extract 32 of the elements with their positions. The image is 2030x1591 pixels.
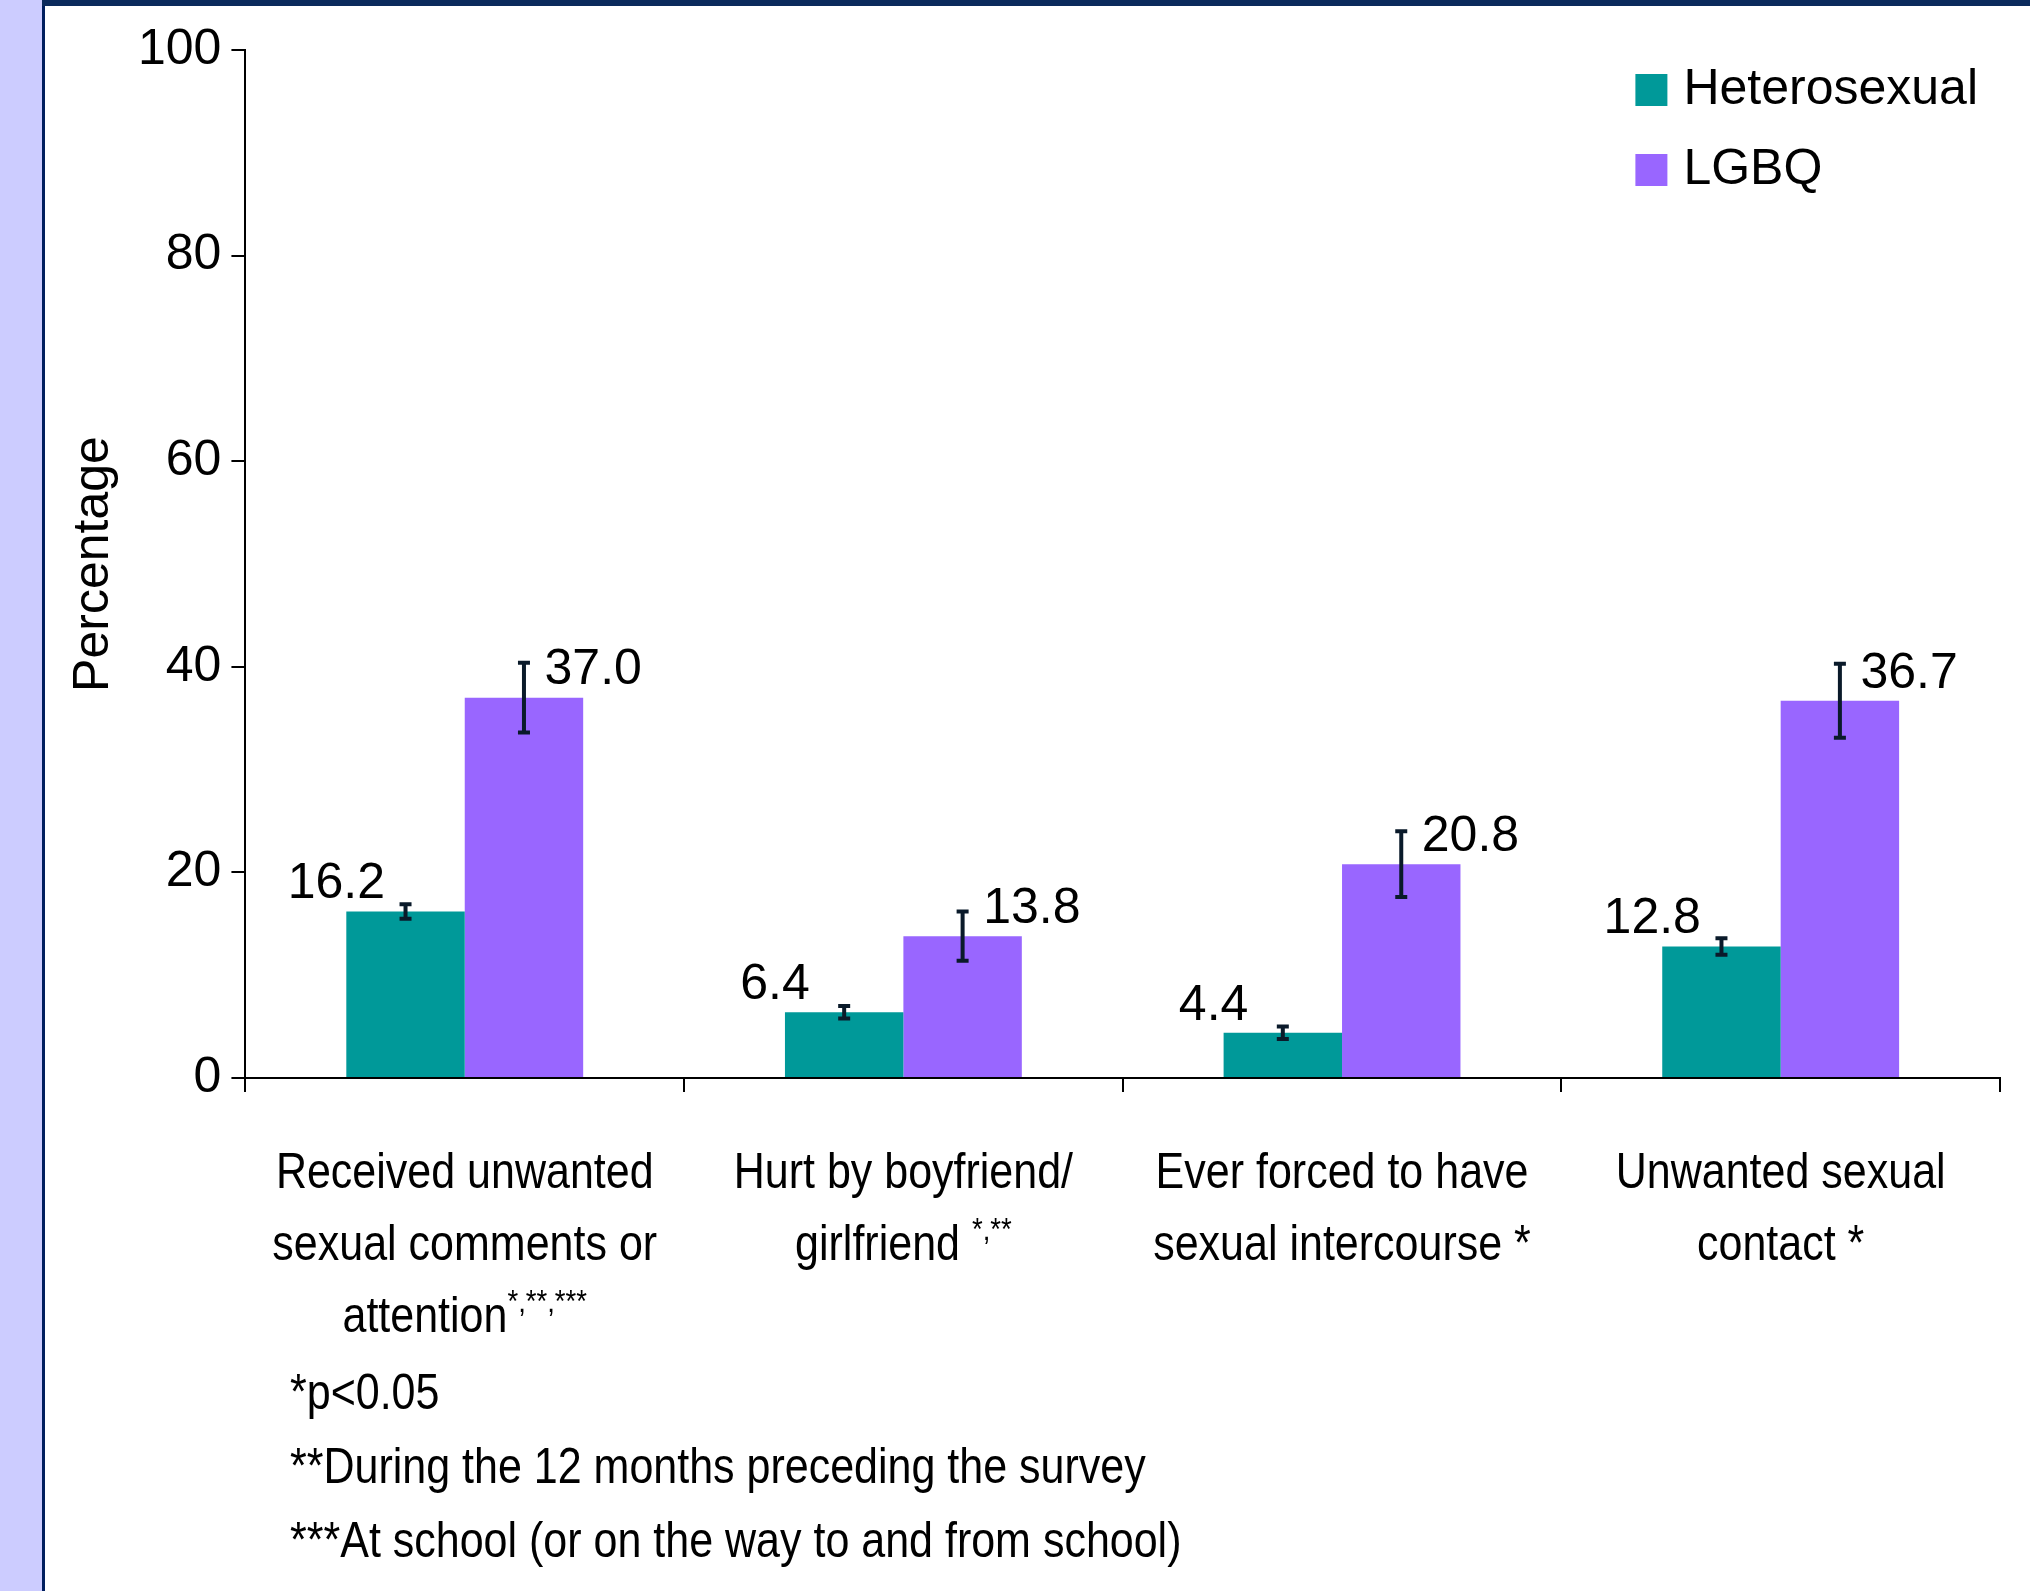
- bar: [346, 911, 465, 1077]
- y-tick-label: 100: [137, 18, 222, 75]
- bar: [784, 1012, 904, 1077]
- y-tick-label: 20: [165, 841, 222, 898]
- y-tick-label: 60: [165, 429, 222, 486]
- bar: [1223, 1032, 1343, 1077]
- y-tick-label: 0: [193, 1046, 222, 1103]
- bar: [1662, 946, 1781, 1077]
- data-label: 36.7: [1860, 642, 1958, 699]
- data-label: 16.2: [287, 853, 385, 910]
- bar: [464, 697, 584, 1077]
- x-tick-label: Hurt by boyfriend/ girlfriend *,**: [733, 1142, 1074, 1271]
- data-label: 12.8: [1603, 888, 1701, 945]
- x-tick-label: Unwanted sexual contact *: [1615, 1142, 1946, 1271]
- data-label: 37.0: [544, 639, 642, 696]
- legend-label: Heterosexual: [1683, 58, 1978, 115]
- text: ***At school (or on the way to and from school): [290, 1511, 1182, 1570]
- legend-label: LGBQ: [1683, 138, 1823, 195]
- bar: [903, 936, 1022, 1077]
- category-label: Ever forced to have sexual intercourse *: [1153, 1142, 1531, 1271]
- y-axis-title: Percentage: [62, 436, 119, 692]
- data-label: 4.4: [1178, 974, 1249, 1031]
- bar: [1342, 864, 1461, 1077]
- y-tick-label: 80: [165, 224, 222, 281]
- text: *p<0.05: [290, 1363, 441, 1422]
- data-label: 20.8: [1421, 805, 1520, 862]
- data-label: 13.8: [983, 877, 1081, 934]
- data-label: 6.4: [740, 953, 810, 1010]
- y-tick-label: 40: [165, 635, 222, 692]
- text: **During the 12 months preceding the survey: [290, 1437, 1147, 1496]
- bar: [1780, 700, 1900, 1077]
- category-label: Received unwanted sexual comments or attention*,**,***: [272, 1142, 658, 1343]
